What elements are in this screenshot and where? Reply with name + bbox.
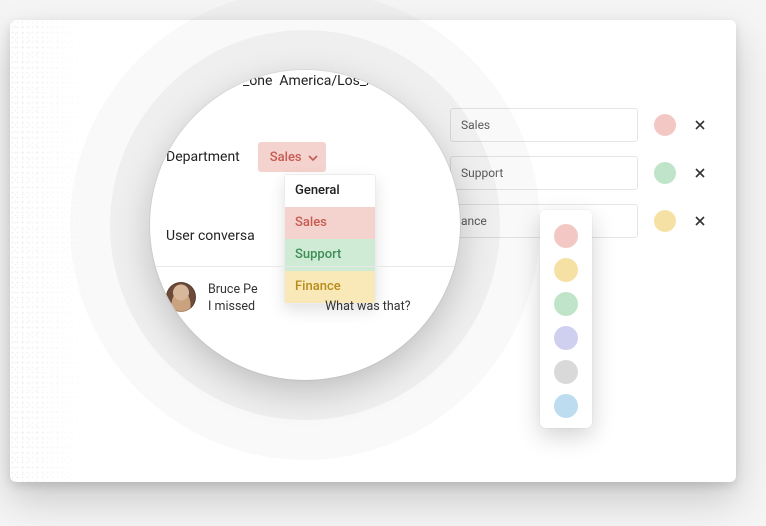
tag-label: Support [461, 166, 503, 180]
palette-option-pink[interactable] [554, 224, 578, 248]
tag-row: Sales [450, 108, 710, 142]
palette-option-yellow[interactable] [554, 258, 578, 282]
palette-option-blue[interactable] [554, 394, 578, 418]
tag-label: ance [461, 214, 487, 228]
remove-tag-button[interactable] [690, 215, 710, 227]
remove-tag-button[interactable] [690, 119, 710, 131]
tag-row: Support [450, 156, 710, 190]
swatch-yellow[interactable] [654, 210, 676, 232]
conversation-row[interactable]: Bruce Pe I missed What was that? [166, 282, 460, 314]
close-icon [694, 119, 706, 131]
tag-input-support[interactable]: Support [450, 156, 638, 190]
timezone-value: America/Los_A [279, 73, 375, 89]
tag-label: Sales [461, 118, 490, 132]
department-selected: Sales [270, 150, 302, 165]
timezone-row: _one America/Los_A [243, 73, 375, 89]
palette-option-grey[interactable] [554, 360, 578, 384]
conversation-preview: I missed What was that? [208, 299, 411, 314]
swatch-green[interactable] [654, 162, 676, 184]
palette-option-purple[interactable] [554, 326, 578, 350]
panel-card: Sales Support ance [10, 20, 736, 482]
divider [150, 266, 460, 267]
preview-right: What was that? [325, 299, 410, 314]
color-palette [540, 210, 592, 428]
dropdown-item-general[interactable]: General [285, 175, 375, 207]
close-icon [694, 167, 706, 179]
department-label: Department [166, 149, 240, 165]
timezone-key: _one [243, 73, 272, 89]
close-icon [694, 215, 706, 227]
grain-overlay [10, 20, 90, 482]
conversation-sender: Bruce Pe [208, 282, 411, 297]
remove-tag-button[interactable] [690, 167, 710, 179]
avatar [166, 282, 196, 312]
palette-option-green[interactable] [554, 292, 578, 316]
chevron-down-icon [308, 152, 318, 162]
swatch-pink[interactable] [654, 114, 676, 136]
magnifier: _one America/Los_A Department Sales Gene… [150, 70, 460, 380]
department-row: Department Sales [166, 142, 326, 172]
preview-left: I missed [208, 299, 255, 314]
tag-input-sales[interactable]: Sales [450, 108, 638, 142]
department-select[interactable]: Sales [258, 142, 326, 172]
dropdown-item-sales[interactable]: Sales [285, 207, 375, 239]
conversations-heading: User conversa [166, 228, 255, 244]
